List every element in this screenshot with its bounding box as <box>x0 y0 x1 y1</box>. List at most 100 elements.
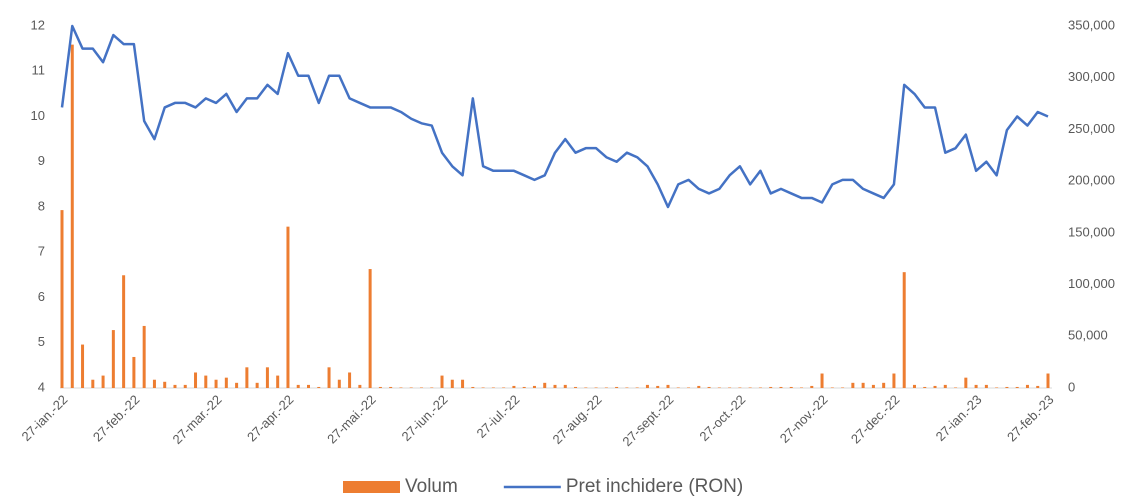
bar <box>810 385 814 388</box>
bar <box>91 379 95 388</box>
bar <box>943 384 947 388</box>
bar <box>173 384 177 388</box>
x-tick-label: 27-nov.-22 <box>777 392 831 446</box>
bar <box>389 386 393 388</box>
y2-tick-label: 300,000 <box>1068 69 1115 84</box>
bar <box>122 275 126 388</box>
bar <box>625 387 629 388</box>
bar <box>954 387 958 388</box>
y-tick-label: 8 <box>38 198 45 213</box>
y-tick-label: 6 <box>38 289 45 304</box>
bar <box>276 375 280 388</box>
bar <box>142 325 146 388</box>
bar <box>728 387 732 388</box>
bar <box>707 386 711 388</box>
bar <box>502 387 506 388</box>
y2-tick-label: 150,000 <box>1068 224 1115 239</box>
bar <box>399 387 403 388</box>
x-tick-label: 27-ian.-22 <box>19 392 71 444</box>
bar <box>512 385 516 388</box>
bar <box>594 387 598 388</box>
bar <box>1036 385 1040 388</box>
bar <box>522 386 526 388</box>
bar <box>101 375 105 388</box>
bar <box>892 373 896 388</box>
y2-tick-label: 200,000 <box>1068 173 1115 188</box>
bar <box>697 385 701 388</box>
bar <box>645 384 649 388</box>
bar <box>152 379 156 388</box>
bar <box>430 387 434 388</box>
legend-swatch <box>343 481 400 493</box>
bar <box>1046 373 1050 388</box>
bar <box>378 386 382 388</box>
x-tick-label: 27-apr.-22 <box>244 392 297 445</box>
bar <box>553 384 557 388</box>
bar <box>111 330 115 388</box>
bar <box>574 386 578 388</box>
bar <box>563 384 567 388</box>
bar <box>882 382 886 388</box>
bar <box>491 387 495 388</box>
bar <box>902 272 906 388</box>
bar <box>81 344 85 388</box>
x-tick-label: 27-iun.-22 <box>399 392 451 444</box>
bar <box>194 372 198 388</box>
bar <box>419 387 423 388</box>
bar <box>861 382 865 388</box>
bar <box>132 356 136 388</box>
bar <box>841 387 845 388</box>
bar <box>60 210 64 388</box>
x-tick-label: 27-mai.-22 <box>324 392 379 447</box>
y-tick-label: 10 <box>31 108 45 123</box>
bar <box>440 375 444 388</box>
bar <box>871 384 875 388</box>
x-tick-label: 27-feb.-23 <box>1004 392 1057 445</box>
bar <box>717 387 721 388</box>
bar <box>224 377 228 388</box>
x-tick-label: 27-mar.-22 <box>170 392 225 447</box>
bar <box>666 384 670 388</box>
bar <box>296 384 300 388</box>
y2-tick-label: 50,000 <box>1068 328 1108 343</box>
bar <box>656 385 660 388</box>
bar <box>461 379 465 388</box>
bar <box>1005 386 1009 388</box>
bar <box>481 387 485 388</box>
y-tick-label: 5 <box>38 334 45 349</box>
legend-label: Volum <box>405 476 458 497</box>
y2-tick-label: 0 <box>1068 379 1075 394</box>
y-tick-label: 7 <box>38 244 45 259</box>
bar <box>984 384 988 388</box>
bar <box>265 367 269 388</box>
y2-tick-label: 250,000 <box>1068 121 1115 136</box>
bar <box>1015 386 1019 388</box>
x-tick-label: 27-iul.-22 <box>474 392 523 441</box>
x-tick-label: 27-sept.-22 <box>619 392 676 449</box>
bar <box>748 387 752 388</box>
x-tick-label: 27-feb.-22 <box>90 392 143 445</box>
bar <box>327 367 331 388</box>
bar <box>214 379 218 388</box>
bar <box>687 387 691 388</box>
bar <box>543 382 547 388</box>
bar <box>615 386 619 388</box>
bar <box>450 379 454 388</box>
x-tick-label: 27-ian.-23 <box>933 392 985 444</box>
bar <box>779 386 783 388</box>
bar <box>974 384 978 388</box>
y2-tick-label: 100,000 <box>1068 276 1115 291</box>
y2-tick-label: 350,000 <box>1068 17 1115 32</box>
bar <box>604 387 608 388</box>
bar <box>532 385 536 388</box>
bar <box>183 384 187 388</box>
bar <box>964 377 968 388</box>
bar <box>368 269 372 388</box>
legend-label: Pret inchidere (RON) <box>566 476 743 497</box>
bar <box>769 386 773 388</box>
bar <box>235 382 239 388</box>
bar <box>758 387 762 388</box>
bar <box>471 386 475 388</box>
bar <box>830 387 834 388</box>
